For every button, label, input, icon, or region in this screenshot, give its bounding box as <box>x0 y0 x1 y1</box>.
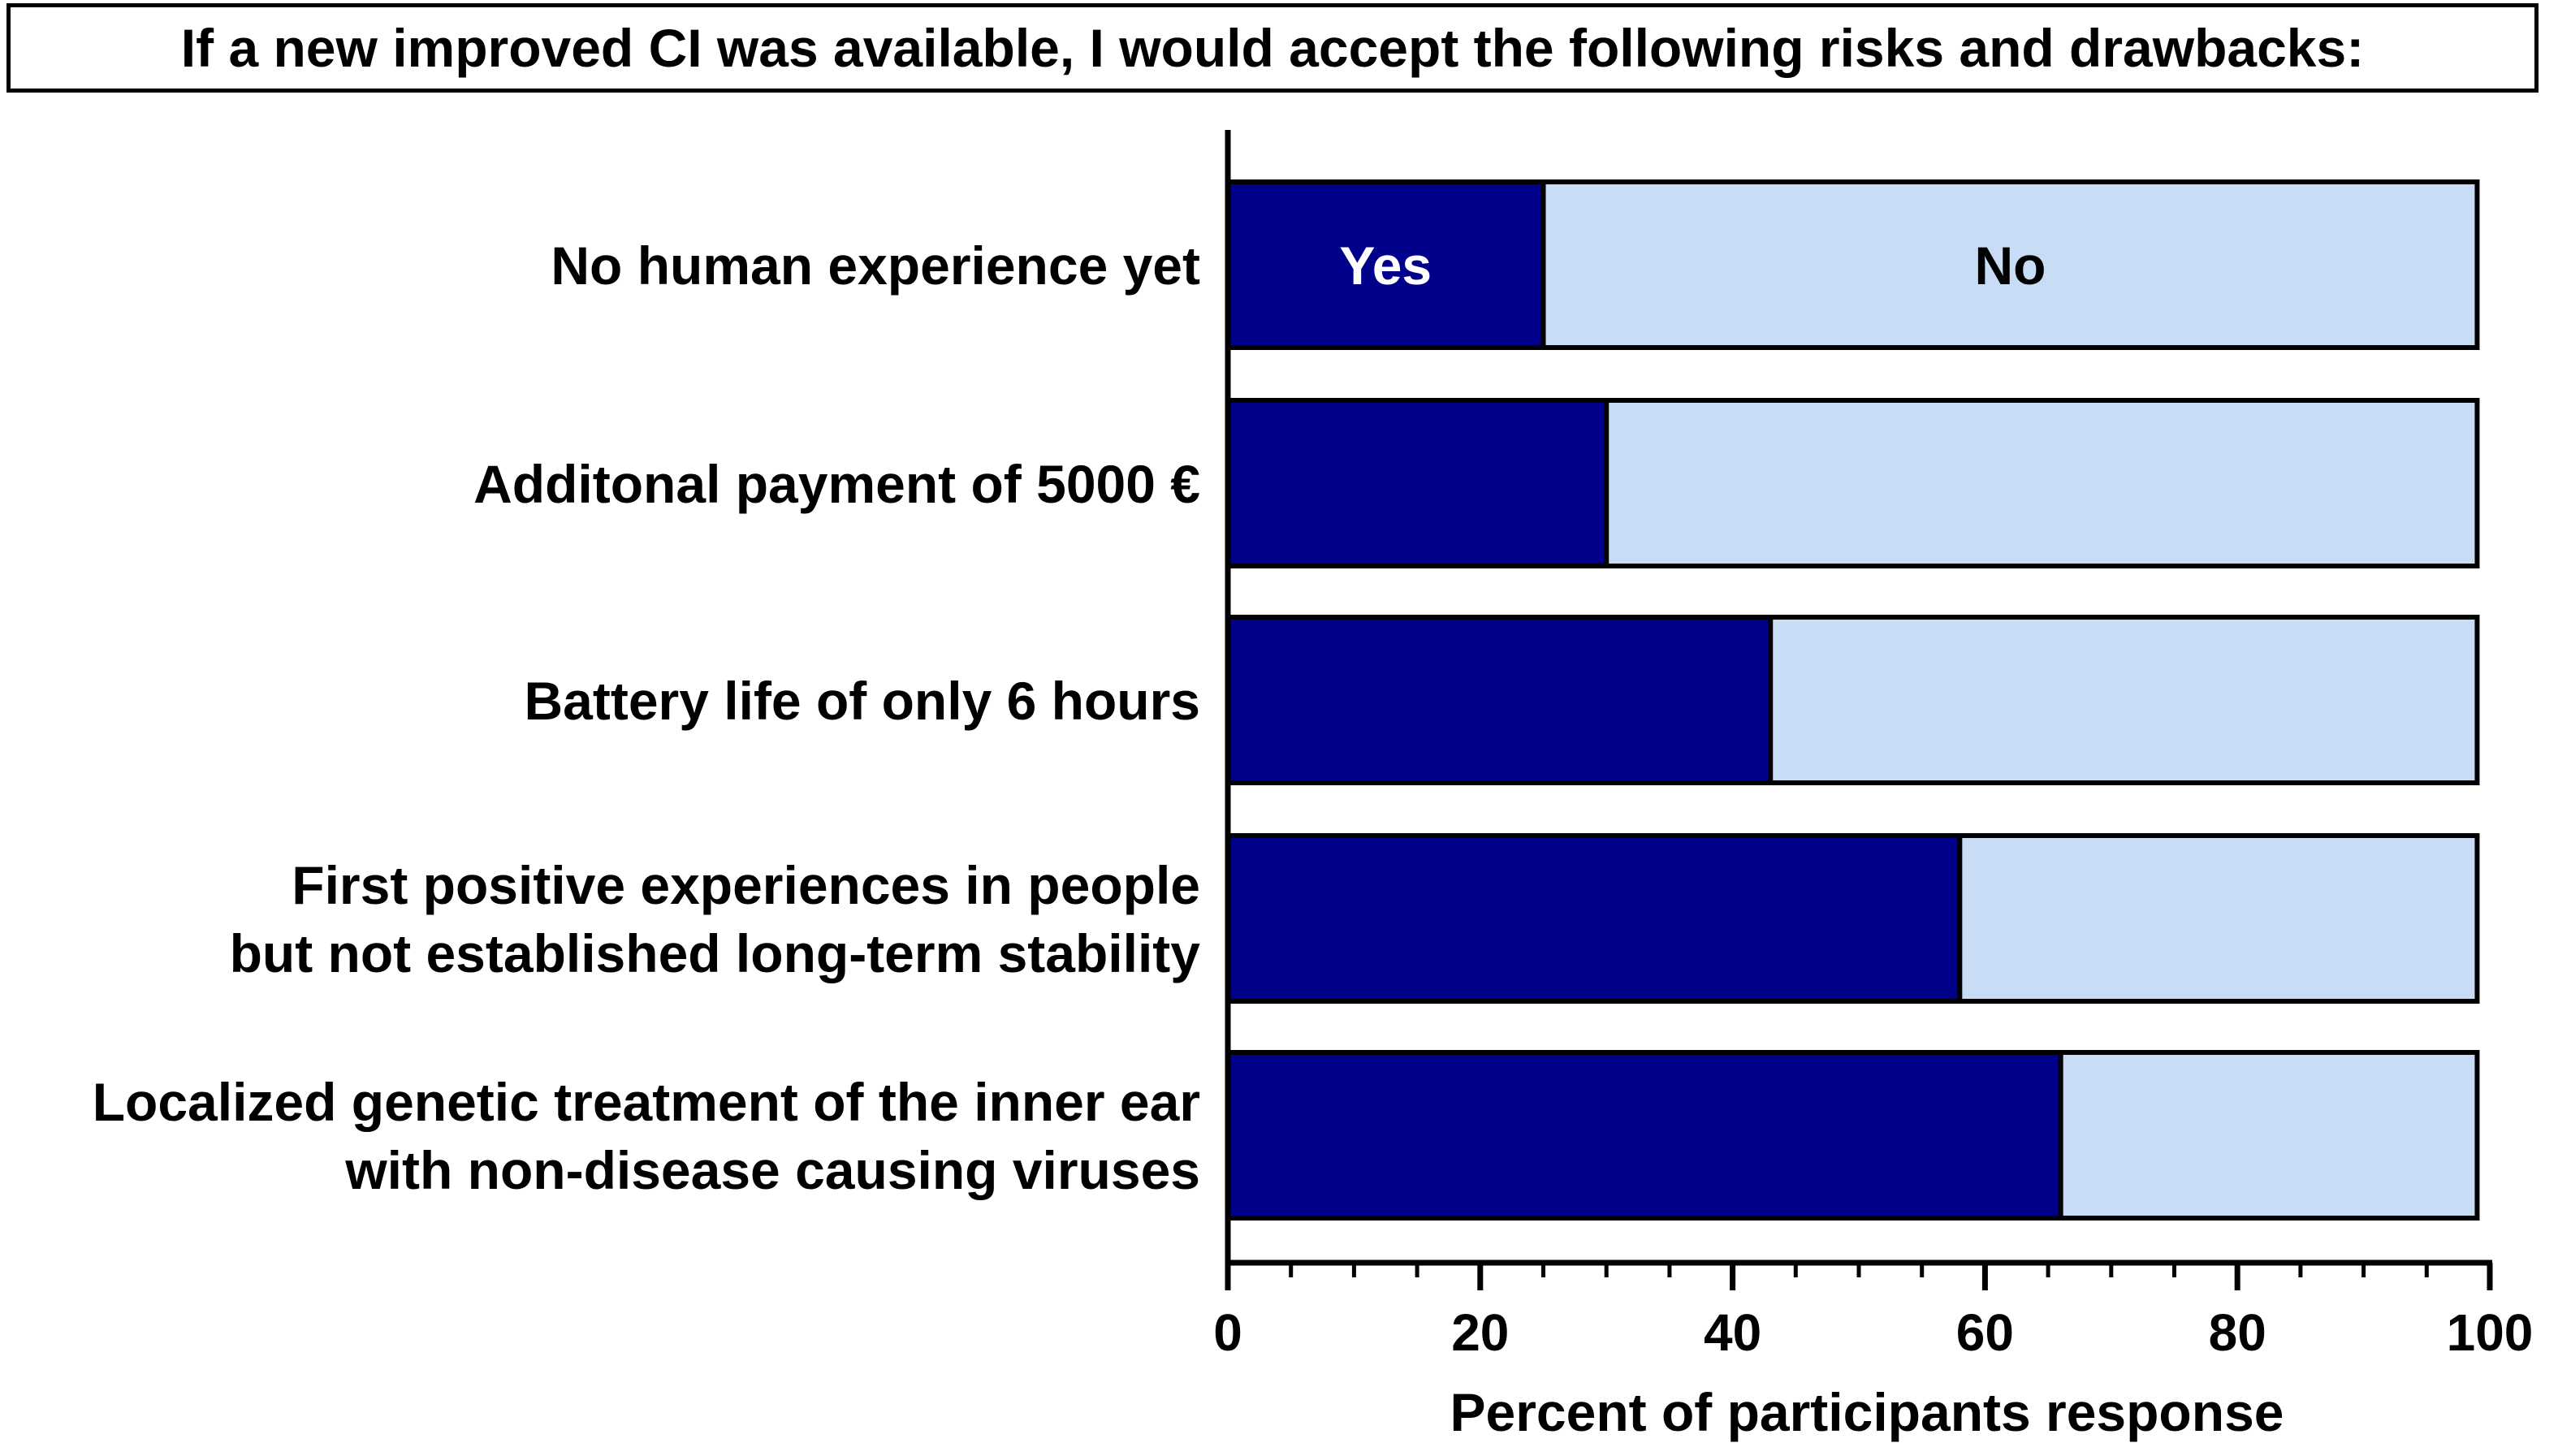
x-tick-label: 0 <box>1213 1303 1242 1362</box>
category-label: with non-disease causing viruses <box>344 1140 1200 1200</box>
category-label: Battery life of only 6 hours <box>525 671 1200 731</box>
x-tick-label: 20 <box>1451 1303 1509 1362</box>
category-label: First positive experiences in people <box>292 855 1200 915</box>
series-label-no: No <box>1974 235 2046 296</box>
bar-no-0 <box>1540 179 2480 350</box>
x-axis-label: Percent of participants response <box>1450 1382 2284 1442</box>
bar-no-2 <box>1768 615 2480 785</box>
x-tick-label: 40 <box>1704 1303 1761 1362</box>
category-label: No human experience yet <box>551 235 1200 296</box>
bar-no-3 <box>1957 833 2480 1004</box>
x-tick-label: 60 <box>1956 1303 2014 1362</box>
category-label: but not established long-term stability <box>230 923 1201 983</box>
chart-title: If a new improved CI was available, I wo… <box>6 3 2539 93</box>
x-tick-label: 100 <box>2447 1303 2534 1362</box>
category-label: Localized genetic treatment of the inner… <box>93 1072 1200 1132</box>
bar-yes-0 <box>1225 179 1546 350</box>
bar-yes-4 <box>1225 1050 2063 1221</box>
bar-yes-3 <box>1225 833 1963 1004</box>
category-label: Additonal payment of 5000 € <box>473 454 1200 514</box>
bar-yes-2 <box>1225 615 1774 785</box>
x-tick-label: 80 <box>2209 1303 2266 1362</box>
bar-yes-1 <box>1225 398 1610 568</box>
series-label-yes: Yes <box>1339 235 1432 296</box>
bar-no-4 <box>2058 1050 2480 1221</box>
bar-no-1 <box>1604 398 2480 568</box>
